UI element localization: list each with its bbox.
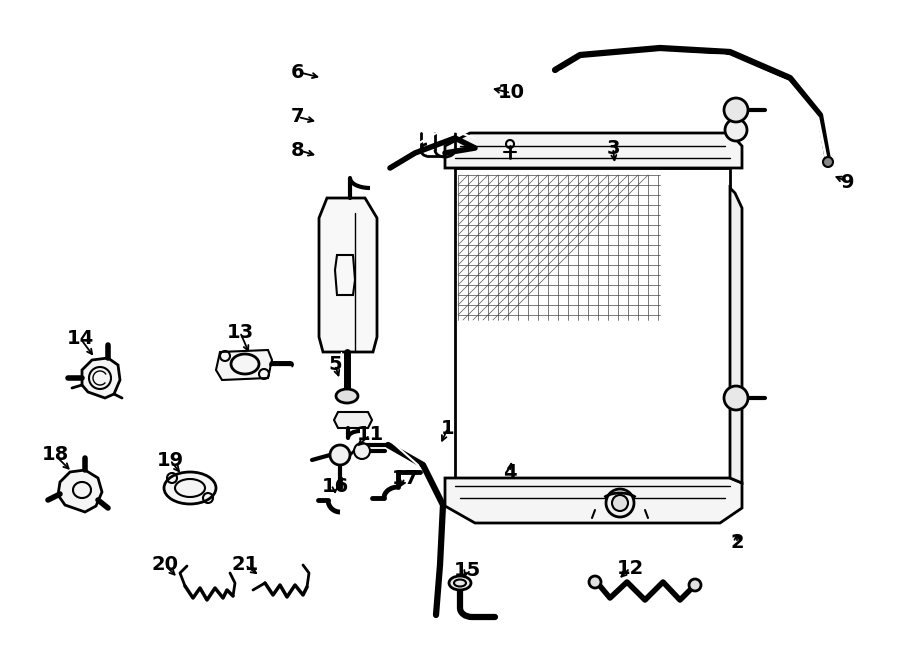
Polygon shape: [58, 470, 102, 512]
Text: 16: 16: [321, 477, 348, 496]
Circle shape: [725, 119, 747, 141]
Circle shape: [354, 443, 370, 459]
Circle shape: [606, 489, 634, 517]
Text: 7: 7: [292, 108, 305, 126]
Text: 9: 9: [842, 173, 855, 192]
Ellipse shape: [336, 389, 358, 403]
Text: 3: 3: [607, 139, 620, 157]
Text: 17: 17: [392, 469, 418, 488]
Text: 4: 4: [503, 463, 517, 481]
Text: 15: 15: [454, 561, 481, 580]
Circle shape: [589, 576, 601, 588]
Polygon shape: [445, 478, 742, 523]
Circle shape: [724, 98, 748, 122]
Polygon shape: [445, 133, 742, 168]
Text: 18: 18: [41, 446, 68, 465]
Text: 19: 19: [157, 451, 184, 469]
Text: 8: 8: [292, 141, 305, 159]
Circle shape: [689, 579, 701, 591]
Circle shape: [823, 157, 833, 167]
Text: 14: 14: [67, 329, 94, 348]
Polygon shape: [319, 198, 377, 352]
Polygon shape: [82, 358, 120, 398]
Text: 5: 5: [328, 356, 342, 375]
Ellipse shape: [449, 576, 471, 590]
Circle shape: [612, 495, 628, 511]
Text: 1: 1: [441, 418, 454, 438]
Text: 13: 13: [227, 323, 254, 342]
Text: 10: 10: [498, 83, 525, 102]
Polygon shape: [334, 412, 372, 428]
Text: 20: 20: [151, 555, 178, 574]
Circle shape: [724, 386, 748, 410]
Text: 6: 6: [292, 63, 305, 81]
Circle shape: [330, 445, 350, 465]
Text: 12: 12: [616, 559, 643, 578]
Polygon shape: [216, 350, 272, 380]
Polygon shape: [730, 188, 742, 483]
Ellipse shape: [164, 472, 216, 504]
Text: 21: 21: [231, 555, 258, 574]
Text: 2: 2: [730, 533, 743, 553]
Text: 11: 11: [356, 426, 383, 444]
